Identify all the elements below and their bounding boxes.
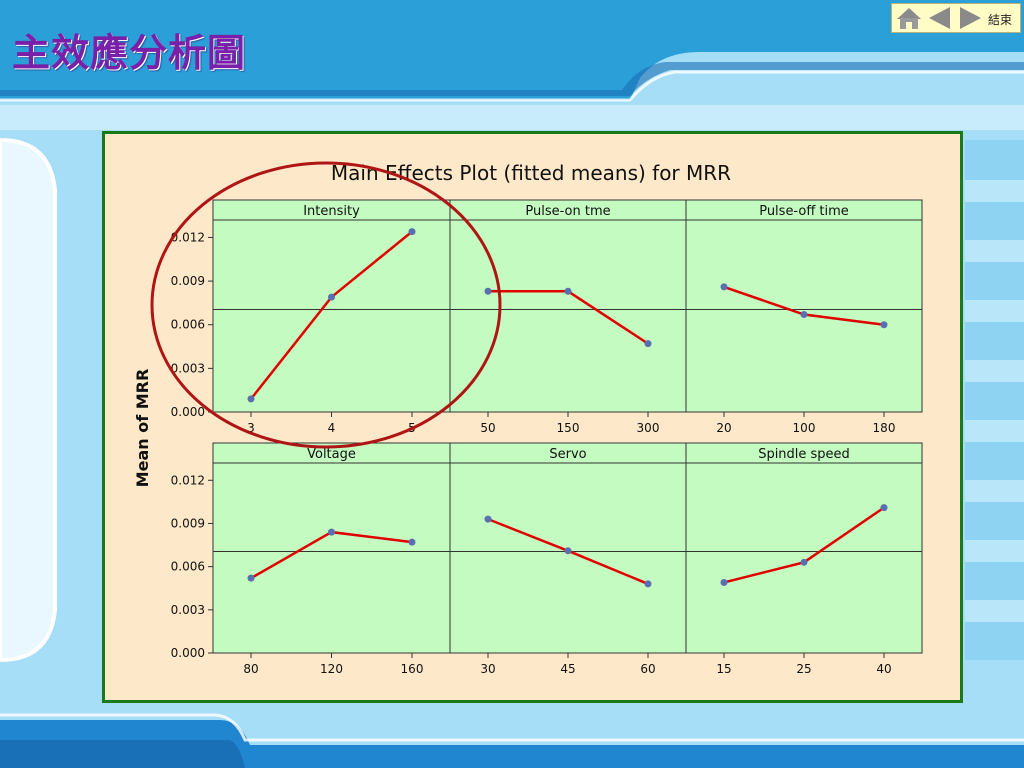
panel-label: Pulse-on tme bbox=[525, 204, 610, 219]
x-tick-label: 180 bbox=[873, 421, 896, 435]
data-point bbox=[644, 580, 652, 588]
y-tick-label: 0.003 bbox=[171, 361, 205, 375]
y-tick-label: 0.009 bbox=[171, 516, 205, 530]
data-point bbox=[328, 528, 335, 536]
data-point bbox=[880, 504, 888, 512]
data-point bbox=[800, 311, 808, 319]
y-tick-label: 0.000 bbox=[171, 646, 205, 660]
y-tick-label: 0.012 bbox=[171, 230, 205, 244]
data-point bbox=[880, 321, 888, 329]
y-tick-label: 0.012 bbox=[171, 473, 205, 487]
x-tick-label: 150 bbox=[557, 421, 580, 435]
x-tick-label: 80 bbox=[243, 662, 258, 676]
panel-row-background bbox=[212, 199, 923, 413]
y-tick-label: 0.003 bbox=[171, 603, 205, 617]
panel-label: Voltage bbox=[307, 447, 356, 462]
data-point bbox=[484, 515, 492, 523]
home-icon[interactable] bbox=[894, 4, 924, 32]
triangle-right-icon[interactable] bbox=[956, 4, 984, 32]
data-point bbox=[800, 558, 808, 566]
panel-label: Servo bbox=[549, 447, 586, 462]
data-point bbox=[564, 287, 572, 295]
y-tick-label: 0.006 bbox=[171, 318, 205, 332]
slide-title: 主效應分析圖 bbox=[12, 31, 247, 75]
data-point bbox=[720, 283, 728, 291]
navigation-bar: 結束 bbox=[891, 3, 1021, 33]
y-tick-label: 0.009 bbox=[171, 274, 205, 288]
x-tick-label: 300 bbox=[637, 421, 660, 435]
panel-label: Pulse-off time bbox=[759, 204, 849, 219]
x-tick-label: 15 bbox=[716, 662, 731, 676]
x-tick-label: 160 bbox=[401, 662, 424, 676]
y-axis-label: Mean of MRR bbox=[133, 369, 152, 488]
x-tick-label: 100 bbox=[793, 421, 816, 435]
data-point bbox=[247, 395, 255, 403]
chart-canvas: Main Effects Plot (fitted means) for MRR… bbox=[133, 161, 923, 676]
chart-title: Main Effects Plot (fitted means) for MRR bbox=[331, 161, 731, 185]
x-tick-label: 3 bbox=[247, 421, 255, 435]
x-tick-label: 50 bbox=[480, 421, 495, 435]
data-point bbox=[644, 340, 652, 348]
panel-label: Intensity bbox=[303, 204, 360, 219]
data-point bbox=[328, 293, 335, 301]
data-point bbox=[484, 287, 492, 295]
x-tick-label: 120 bbox=[320, 662, 343, 676]
x-tick-label: 20 bbox=[716, 421, 731, 435]
x-tick-label: 40 bbox=[876, 662, 891, 676]
panel-label: Spindle speed bbox=[758, 447, 850, 462]
x-tick-label: 45 bbox=[560, 662, 575, 676]
y-tick-label: 0.000 bbox=[171, 405, 205, 419]
end-button[interactable]: 結束 bbox=[988, 13, 1013, 27]
x-tick-label: 30 bbox=[480, 662, 495, 676]
x-tick-label: 4 bbox=[328, 421, 336, 435]
annotation-circle bbox=[150, 161, 502, 449]
x-tick-label: 25 bbox=[796, 662, 811, 676]
data-point bbox=[247, 574, 255, 582]
y-tick-label: 0.006 bbox=[171, 560, 205, 574]
main-effects-plot: Main Effects Plot (fitted means) for MRR… bbox=[102, 131, 963, 703]
data-point bbox=[408, 538, 416, 546]
data-point bbox=[564, 547, 572, 555]
data-point bbox=[408, 228, 416, 236]
triangle-left-icon[interactable] bbox=[926, 4, 954, 32]
data-point bbox=[720, 578, 728, 586]
x-tick-label: 60 bbox=[640, 662, 655, 676]
